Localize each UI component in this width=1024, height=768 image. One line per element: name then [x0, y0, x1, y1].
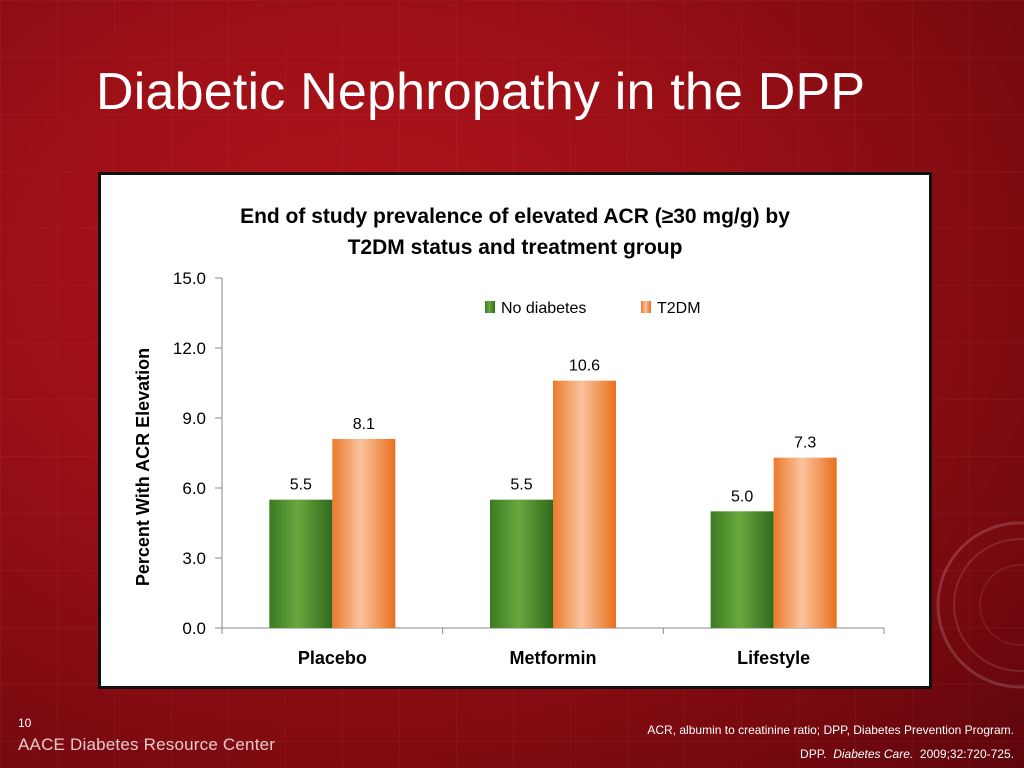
x-category-label: Lifestyle [737, 648, 810, 668]
data-label: 8.1 [353, 416, 375, 433]
bar-no-diabetes-lifestyle [710, 511, 774, 628]
citation-prefix: DPP. [800, 747, 827, 761]
bar-t2dm-placebo [332, 439, 396, 628]
y-tick-label: 12.0 [173, 339, 206, 358]
bar-no-diabetes-metformin [490, 499, 553, 628]
data-label: 5.5 [290, 477, 312, 494]
bar-chart: 0.0 3.0 6.0 9.0 12.0 15.0 Percent With ACR Ele… [133, 269, 885, 668]
y-tick-label: 0.0 [182, 619, 206, 638]
chart-title-line-2: T2DM status and treatment group [347, 236, 683, 259]
citation-volume: 2009;32:720-725. [919, 747, 1014, 761]
citation-journal: Diabetes Care. [833, 747, 914, 761]
y-tick-label: 3.0 [182, 549, 206, 568]
x-category-label: Metformin [510, 648, 597, 668]
data-label: 5.5 [510, 477, 532, 494]
legend-label: No diabetes [501, 300, 586, 317]
footer-brand: AACE Diabetes Resource Center [18, 735, 276, 754]
chart-panel: End of study prevalence of elevated ACR … [98, 172, 932, 689]
y-tick-label: 15.0 [173, 269, 206, 288]
data-label: 5.0 [731, 488, 753, 505]
data-label: 7.3 [794, 435, 816, 452]
bar-t2dm-lifestyle [773, 457, 837, 628]
slide-title: Diabetic Nephropathy in the DPP [96, 63, 866, 121]
y-tick-label: 6.0 [182, 479, 206, 498]
footnote-citation: DPP. Diabetes Care. 2009;32:720-725. [800, 747, 1014, 761]
y-axis-label: Percent With ACR Elevation [133, 348, 153, 586]
bar-no-diabetes-placebo [269, 499, 333, 628]
footnote-abbreviations: ACR, albumin to creatinine ratio; DPP, D… [647, 723, 1014, 737]
data-label: 10.6 [569, 358, 600, 375]
bar-t2dm-metformin [553, 380, 616, 628]
legend-label: T2DM [657, 300, 701, 317]
slide-number: 10 [18, 716, 32, 730]
legend-swatch [641, 301, 651, 313]
y-tick-label: 9.0 [182, 409, 206, 428]
x-category-label: Placebo [298, 648, 367, 668]
chart-title: End of study prevalence of elevated ACR … [101, 201, 929, 263]
legend-swatch [485, 301, 495, 313]
chart-title-line-1: End of study prevalence of elevated ACR … [240, 205, 790, 228]
